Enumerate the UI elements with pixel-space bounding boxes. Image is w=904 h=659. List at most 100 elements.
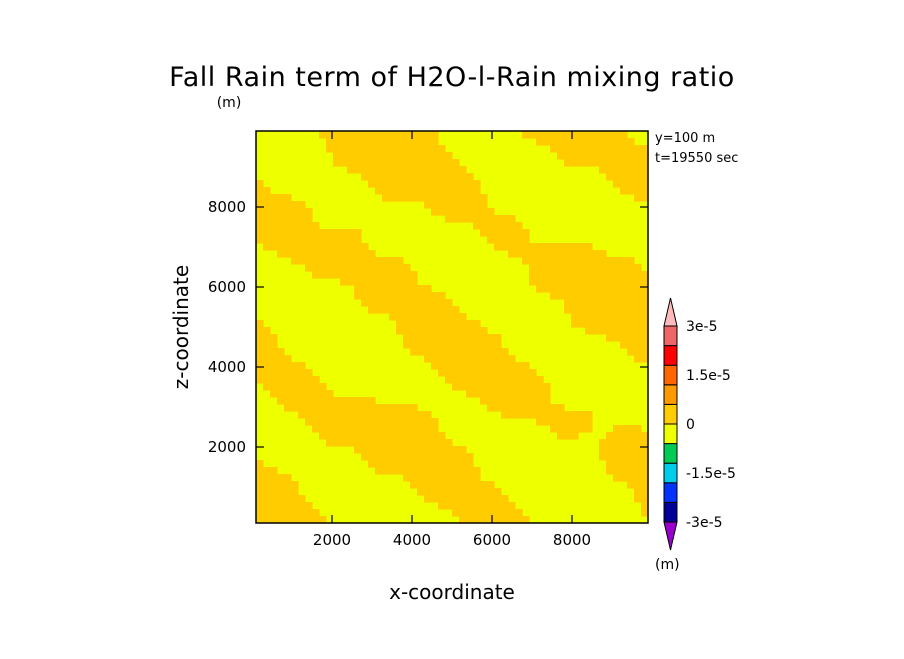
- contour-fill-segment: [291, 257, 404, 265]
- contour-fill-segment: [319, 131, 439, 139]
- contour-fill-segment: [452, 383, 551, 391]
- colorbar-box: [663, 501, 678, 523]
- contour-fill-segment: [298, 411, 432, 419]
- y-unit-label: (m): [217, 95, 242, 111]
- y-tick-label: 6000: [208, 278, 246, 296]
- colorbar: 3e-5 1.5e-5 0 -1.5e-5 -3e-5: [663, 297, 736, 551]
- contour-fill-segment: [606, 432, 648, 440]
- colorbar-box: [663, 364, 678, 386]
- contour-fill-segment: [627, 348, 648, 356]
- plot-frame: [255, 130, 649, 524]
- contour-fill-segment: [473, 222, 523, 230]
- contour-fill-layer: [256, 131, 648, 523]
- colorbar-box: [663, 462, 678, 484]
- contour-fill-segment: [571, 320, 648, 328]
- colorbar-min-triangle: [663, 521, 678, 551]
- contour-fill-segment: [347, 166, 467, 174]
- contour-fill-segment: [340, 278, 418, 286]
- contour-fill-segment: [606, 467, 648, 475]
- colorbar-tick-label: 0: [686, 417, 695, 433]
- chart-title: Fall Rain term of H2O-l-Rain mixing rati…: [169, 62, 735, 93]
- contour-fill-segment: [599, 166, 648, 174]
- contour-fill-segment: [599, 439, 648, 447]
- contour-fill-segment: [438, 502, 516, 510]
- contour-fill-segment: [256, 495, 306, 503]
- colorbar-box: [663, 423, 678, 445]
- contour-fill-segment: [256, 334, 278, 342]
- contour-fill-segment: [536, 418, 593, 426]
- contour-fill-segment: [319, 432, 446, 440]
- colorbar-box: [663, 443, 678, 464]
- contour-fill-segment: [634, 355, 648, 363]
- contour-fill-segment: [480, 229, 530, 237]
- contour-fill-segment: [256, 327, 271, 335]
- contour-fill-segment: [634, 495, 648, 503]
- contour-fill-segment: [487, 404, 565, 412]
- x-tick-label: 4000: [393, 531, 431, 549]
- contour-fill-segment: [354, 292, 446, 300]
- contour-fill-segment: [256, 201, 306, 209]
- contour-fill-segment: [333, 159, 460, 167]
- contour-fill-segment: [256, 236, 362, 244]
- contour-fill-segment: [382, 194, 488, 202]
- contour-fill-segment: [508, 250, 607, 258]
- colorbar-box: [663, 403, 678, 425]
- contour-fill-segment: [452, 509, 523, 517]
- contour-fill-segment: [445, 376, 544, 384]
- contour-fill-segment: [606, 334, 648, 342]
- colorbar-box: [663, 384, 678, 405]
- contour-fill-segment: [431, 208, 495, 216]
- contour-fill-segment: [564, 159, 648, 167]
- contour-fill-segment: [501, 411, 593, 419]
- plot-area: 2000 4000 6000 8000 2000 4000 6000 8000: [208, 130, 649, 549]
- contour-fill-segment: [529, 278, 648, 286]
- contour-fill-segment: [564, 299, 648, 307]
- contour-fill-segment: [256, 376, 320, 384]
- contour-fill-segment: [263, 243, 369, 251]
- contour-fill-segment: [410, 348, 509, 356]
- contour-fill-segment: [333, 152, 453, 160]
- contour-fill-segment: [557, 432, 579, 440]
- contour-fill-segment: [270, 390, 334, 398]
- contour-fill-segment: [564, 306, 648, 314]
- contour-fill-segment: [256, 215, 313, 223]
- contour-fill-segment: [256, 194, 292, 202]
- info-y-position: y=100 m: [655, 131, 715, 146]
- contour-fill-segment: [256, 509, 320, 517]
- y-tick-label: 8000: [208, 198, 246, 216]
- contour-fill-segment: [536, 285, 648, 293]
- x-tick-label: 2000: [313, 531, 351, 549]
- contour-fill-segment: [396, 327, 488, 335]
- contour-fill-segment: [361, 453, 474, 461]
- contour-fill-segment: [550, 425, 593, 433]
- x-tick-label: 8000: [553, 531, 591, 549]
- contour-fill-segment: [641, 509, 648, 517]
- contour-fill-segment: [256, 222, 320, 230]
- colorbar-tick-label: -3e-5: [686, 515, 723, 531]
- contour-fill-segment: [277, 250, 376, 258]
- contour-fill-segment: [445, 215, 516, 223]
- contour-fill-segment: [277, 397, 376, 405]
- contour-fill-segment: [613, 425, 642, 433]
- x-axis-label: x-coordinate: [389, 580, 515, 604]
- contour-fill-segment: [536, 138, 635, 146]
- contour-fill-segment: [613, 474, 648, 482]
- contour-fill-segment: [529, 264, 642, 272]
- contour-fill-segment: [529, 271, 648, 279]
- colorbar-box: [663, 482, 678, 503]
- x-tick-label: 6000: [473, 531, 511, 549]
- colorbar-tick-label: 1.5e-5: [686, 368, 731, 384]
- contour-fill-segment: [606, 460, 648, 468]
- contour-fill-segment: [375, 187, 481, 195]
- contour-fill-segment: [620, 187, 648, 195]
- contour-fill-segment: [256, 355, 292, 363]
- contour-fill-segment: [627, 481, 648, 489]
- contour-fill-segment: [263, 383, 327, 391]
- contour-fill-segment: [606, 173, 648, 181]
- contour-fill-segment: [599, 453, 648, 461]
- y-axis-label: z-coordinate: [169, 265, 193, 389]
- contour-fill-segment: [326, 439, 453, 447]
- info-time: t=19550 sec: [655, 151, 738, 166]
- contour-fill-segment: [256, 474, 292, 482]
